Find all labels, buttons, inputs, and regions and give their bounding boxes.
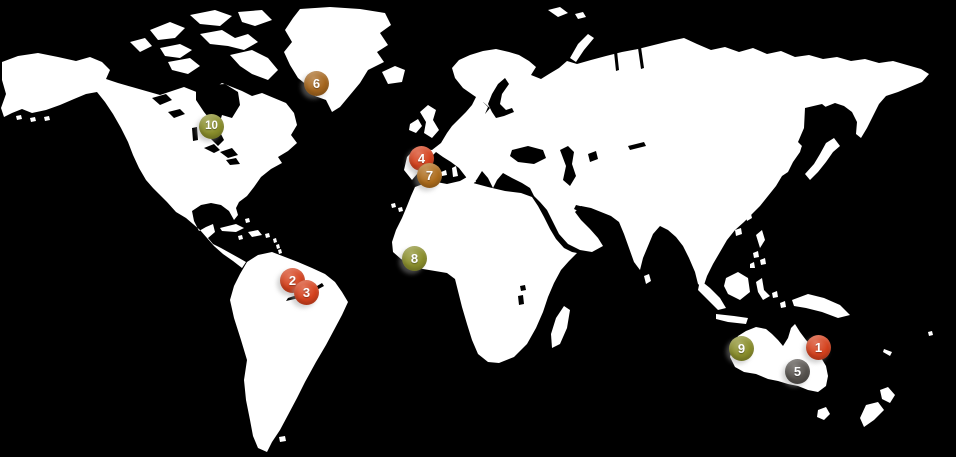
marker-label: 5 bbox=[793, 364, 802, 379]
map-marker-6[interactable]: 6 bbox=[304, 71, 329, 96]
islands-british-isles bbox=[409, 105, 439, 138]
island-madagascar bbox=[551, 306, 570, 348]
continent-africa bbox=[392, 177, 577, 363]
islands-new-zealand bbox=[860, 387, 895, 427]
marker-label: 8 bbox=[410, 251, 419, 266]
caspian-sea bbox=[560, 146, 576, 186]
marker-label: 9 bbox=[737, 341, 746, 356]
map-marker-8[interactable]: 8 bbox=[402, 246, 427, 271]
siberian-rivers bbox=[614, 47, 644, 71]
aral-sea bbox=[588, 151, 598, 162]
lake-baikal bbox=[628, 142, 646, 150]
marker-label: 4 bbox=[417, 151, 426, 166]
islands-aleutian bbox=[16, 115, 50, 122]
canadian-lakes bbox=[152, 94, 198, 141]
map-marker-1[interactable]: 1 bbox=[806, 335, 831, 360]
continent-eurasia bbox=[404, 38, 929, 288]
island-sri-lanka bbox=[644, 274, 651, 284]
marker-label: 2 bbox=[288, 273, 297, 288]
marker-label: 7 bbox=[425, 168, 434, 183]
marker-label: 6 bbox=[312, 76, 321, 91]
island-tasmania bbox=[817, 407, 830, 420]
black-sea bbox=[510, 146, 546, 164]
marker-label: 1 bbox=[814, 340, 823, 355]
persian-gulf bbox=[574, 205, 592, 214]
islands-canary bbox=[391, 203, 403, 212]
islands-arctic-archipelago bbox=[130, 10, 278, 80]
islands-indonesia bbox=[698, 272, 850, 324]
african-lakes bbox=[518, 285, 526, 305]
inland-water bbox=[152, 47, 832, 305]
marker-label: 10 bbox=[205, 119, 218, 132]
map-marker-7[interactable]: 7 bbox=[417, 163, 442, 188]
baltic-sea bbox=[488, 78, 514, 118]
islands-caribbean bbox=[220, 218, 282, 254]
map-marker-5[interactable]: 5 bbox=[785, 359, 810, 384]
islands-mediterranean bbox=[441, 166, 476, 183]
marker-label: 3 bbox=[302, 285, 311, 300]
map-marker-3[interactable]: 3 bbox=[294, 280, 319, 305]
map-marker-10[interactable]: 10 bbox=[199, 114, 224, 139]
island-iceland bbox=[382, 66, 405, 84]
islands-pacific bbox=[883, 331, 933, 356]
continent-south-america bbox=[230, 252, 348, 452]
map-marker-9[interactable]: 9 bbox=[729, 336, 754, 361]
islands-falkland bbox=[279, 436, 286, 442]
islands-philippines bbox=[750, 230, 766, 268]
great-lakes bbox=[204, 144, 240, 165]
islands-arctic-eurasia bbox=[548, 7, 594, 62]
sea-of-okhotsk bbox=[798, 104, 832, 148]
